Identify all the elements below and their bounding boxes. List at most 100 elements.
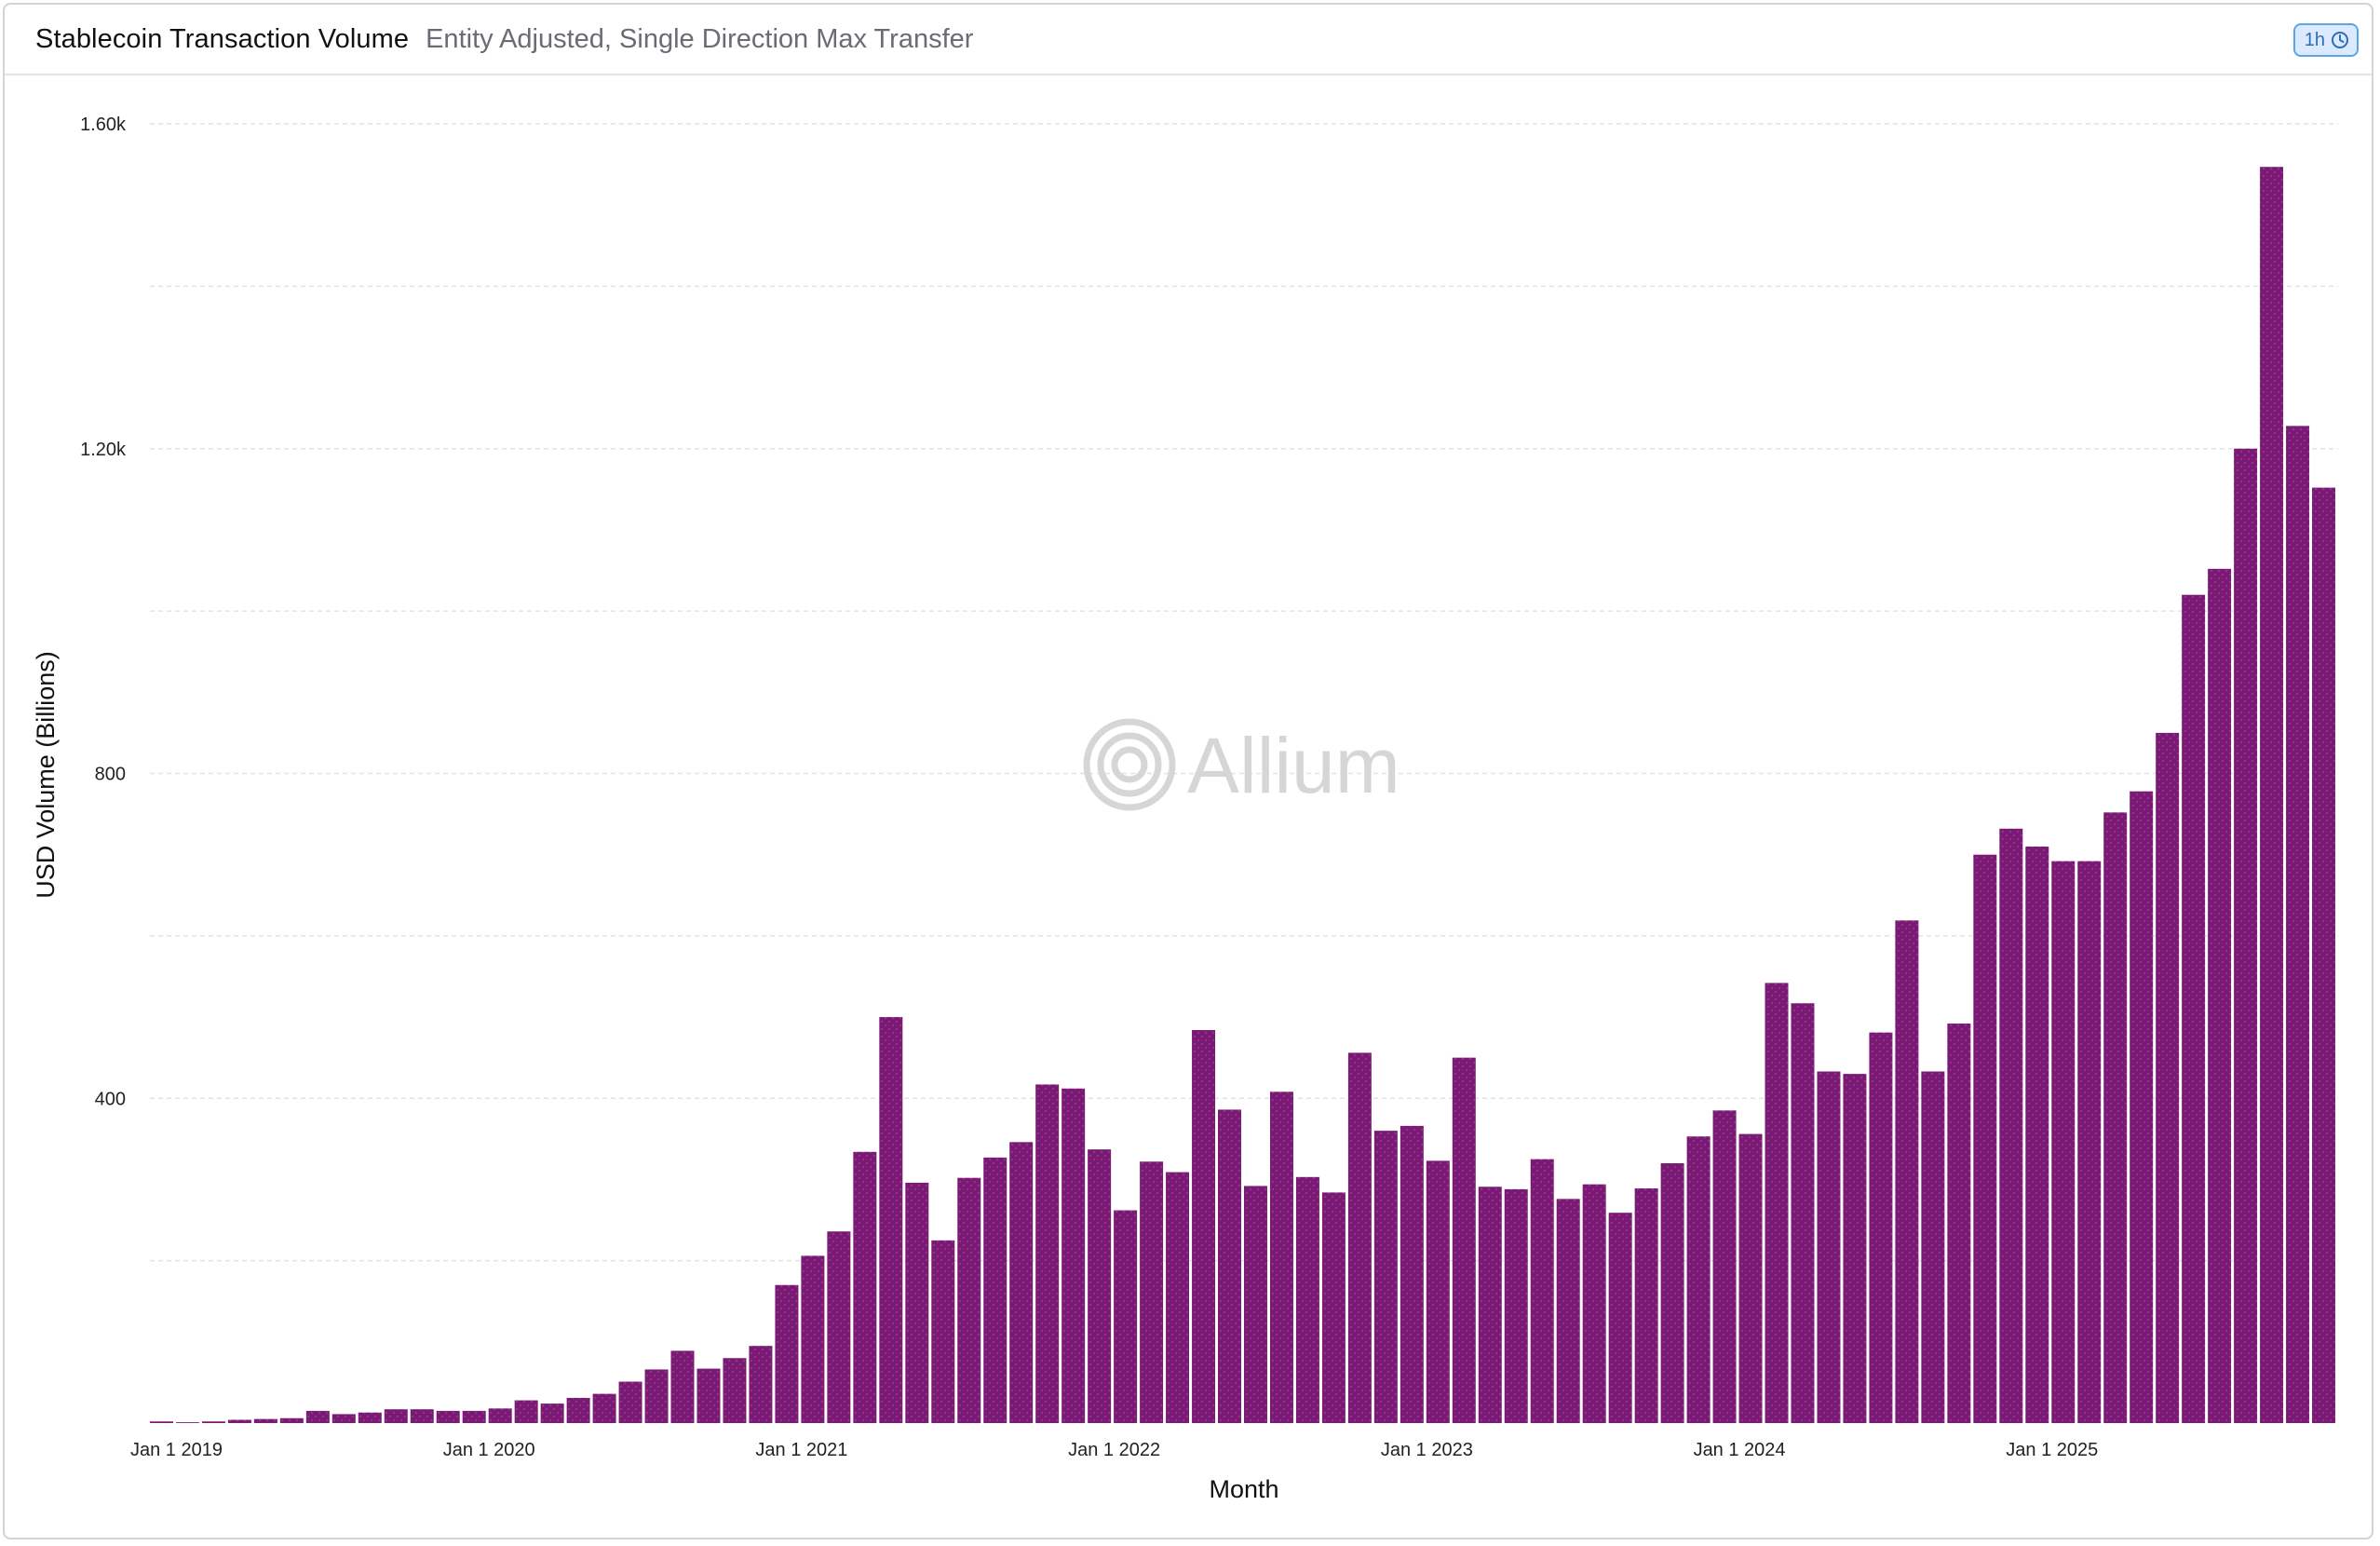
bar-2025-10[interactable] bbox=[2260, 167, 2284, 1424]
bar-2019-01[interactable] bbox=[150, 1421, 173, 1423]
bar-2021-04[interactable] bbox=[853, 1151, 877, 1423]
bar-2021-05[interactable] bbox=[879, 1017, 903, 1423]
bar-2020-06[interactable] bbox=[592, 1393, 616, 1423]
bar-2022-08[interactable] bbox=[1269, 1092, 1293, 1423]
bar-2025-05[interactable] bbox=[2130, 791, 2154, 1423]
bar-2024-11[interactable] bbox=[1973, 854, 1997, 1423]
gridlines bbox=[150, 123, 2338, 1262]
bar-2019-02[interactable] bbox=[175, 1422, 199, 1423]
bar-2025-03[interactable] bbox=[2077, 861, 2102, 1423]
bar-2019-08[interactable] bbox=[331, 1414, 356, 1423]
bar-2022-02[interactable] bbox=[1114, 1210, 1138, 1423]
bar-2020-03[interactable] bbox=[514, 1400, 538, 1423]
bar-2021-12[interactable] bbox=[1062, 1088, 1086, 1423]
bar-2019-12[interactable] bbox=[436, 1410, 460, 1423]
bar-2024-05[interactable] bbox=[1817, 1071, 1841, 1423]
bar-2024-04[interactable] bbox=[1791, 1003, 1815, 1423]
bar-2022-04[interactable] bbox=[1166, 1172, 1190, 1423]
bar-2024-06[interactable] bbox=[1843, 1074, 1867, 1423]
x-tick-label: Jan 1 2024 bbox=[1694, 1440, 1786, 1460]
bar-2022-12[interactable] bbox=[1373, 1131, 1398, 1424]
bar-2021-01[interactable] bbox=[775, 1284, 799, 1423]
card-header: Stablecoin Transaction Volume Entity Adj… bbox=[5, 5, 2372, 75]
bar-2020-09[interactable] bbox=[670, 1350, 695, 1423]
bar-2023-05[interactable] bbox=[1504, 1188, 1528, 1423]
bar-2023-11[interactable] bbox=[1660, 1163, 1684, 1423]
bar-2021-02[interactable] bbox=[801, 1255, 825, 1423]
bar-2024-12[interactable] bbox=[1999, 828, 2023, 1423]
clock-icon bbox=[2331, 31, 2349, 49]
bar-2020-12[interactable] bbox=[749, 1346, 773, 1423]
bar-2021-08[interactable] bbox=[957, 1177, 981, 1423]
bar-2023-07[interactable] bbox=[1556, 1199, 1580, 1423]
bar-2022-05[interactable] bbox=[1192, 1030, 1216, 1423]
bar-2023-04[interactable] bbox=[1478, 1187, 1502, 1423]
bar-2022-07[interactable] bbox=[1244, 1186, 1267, 1423]
bar-2024-01[interactable] bbox=[1712, 1110, 1737, 1423]
bar-2025-06[interactable] bbox=[2156, 732, 2180, 1423]
bar-2022-06[interactable] bbox=[1218, 1109, 1241, 1423]
bar-2022-11[interactable] bbox=[1347, 1052, 1372, 1423]
x-tick-label: Jan 1 2022 bbox=[1068, 1440, 1160, 1460]
bar-2023-12[interactable] bbox=[1686, 1136, 1711, 1423]
bar-2019-04[interactable] bbox=[227, 1419, 251, 1423]
bar-2024-08[interactable] bbox=[1895, 920, 1919, 1423]
bar-2024-10[interactable] bbox=[1947, 1024, 1971, 1423]
bar-2024-03[interactable] bbox=[1765, 983, 1789, 1423]
bar-2025-11[interactable] bbox=[2286, 426, 2310, 1424]
bar-2022-03[interactable] bbox=[1140, 1161, 1164, 1423]
bar-2025-07[interactable] bbox=[2182, 594, 2206, 1423]
x-axis-ticks: Jan 1 2019 Jan 1 2020 Jan 1 2021 Jan 1 2022… bbox=[130, 1440, 2098, 1460]
bar-2019-07[interactable] bbox=[305, 1410, 330, 1423]
bar-2023-03[interactable] bbox=[1452, 1057, 1476, 1423]
y-tick-label: 1.60k bbox=[80, 115, 127, 135]
bar-2021-07[interactable] bbox=[931, 1240, 955, 1423]
bar-2020-01[interactable] bbox=[462, 1410, 486, 1423]
bar-2020-05[interactable] bbox=[566, 1397, 590, 1423]
bar-2021-11[interactable] bbox=[1035, 1084, 1060, 1423]
bar-2019-03[interactable] bbox=[201, 1421, 225, 1423]
bar-2021-09[interactable] bbox=[983, 1157, 1007, 1423]
bar-2023-06[interactable] bbox=[1530, 1159, 1554, 1423]
bar-2021-06[interactable] bbox=[905, 1182, 929, 1423]
chart-subtitle: Entity Adjusted, Single Direction Max Tr… bbox=[426, 23, 974, 54]
bar-2025-09[interactable] bbox=[2234, 448, 2258, 1423]
bar-2025-04[interactable] bbox=[2103, 812, 2128, 1423]
bar-2020-11[interactable] bbox=[723, 1358, 747, 1423]
x-axis-title: Month bbox=[1209, 1475, 1278, 1503]
watermark: Allium bbox=[1083, 718, 1400, 811]
bar-2025-02[interactable] bbox=[2051, 861, 2076, 1423]
bar-2023-10[interactable] bbox=[1634, 1188, 1658, 1423]
bar-2024-09[interactable] bbox=[1921, 1071, 1945, 1423]
bars bbox=[150, 167, 2335, 1424]
bar-2019-06[interactable] bbox=[279, 1417, 304, 1423]
bar-2020-04[interactable] bbox=[540, 1404, 564, 1423]
refresh-interval-button[interactable]: 1h bbox=[2292, 23, 2359, 57]
bar-2019-11[interactable] bbox=[410, 1409, 434, 1423]
bar-2020-07[interactable] bbox=[618, 1381, 642, 1423]
bar-2020-08[interactable] bbox=[644, 1369, 669, 1423]
bar-2023-09[interactable] bbox=[1608, 1213, 1632, 1423]
bar-2019-05[interactable] bbox=[253, 1418, 277, 1423]
bar-2019-09[interactable] bbox=[358, 1412, 382, 1423]
bar-2020-02[interactable] bbox=[488, 1408, 512, 1423]
allium-logo-icon bbox=[1083, 718, 1176, 811]
bar-2025-12[interactable] bbox=[2312, 487, 2335, 1423]
bar-2025-01[interactable] bbox=[2025, 846, 2049, 1423]
bar-2024-07[interactable] bbox=[1869, 1032, 1893, 1423]
bar-2020-10[interactable] bbox=[696, 1368, 721, 1423]
bar-2025-08[interactable] bbox=[2208, 568, 2232, 1423]
chart-title: Stablecoin Transaction Volume bbox=[35, 23, 410, 54]
bar-2021-10[interactable] bbox=[1009, 1142, 1034, 1423]
bar-2021-03[interactable] bbox=[827, 1231, 851, 1423]
bar-2022-10[interactable] bbox=[1321, 1192, 1346, 1423]
bar-2023-08[interactable] bbox=[1582, 1184, 1606, 1423]
bar-2023-02[interactable] bbox=[1426, 1160, 1450, 1423]
bar-2019-10[interactable] bbox=[384, 1409, 408, 1423]
bar-2022-01[interactable] bbox=[1088, 1149, 1112, 1423]
chart-card: Stablecoin Transaction Volume Entity Adj… bbox=[3, 3, 2373, 1539]
bar-2023-01[interactable] bbox=[1400, 1125, 1424, 1423]
bar-2022-09[interactable] bbox=[1295, 1176, 1319, 1423]
bar-2024-02[interactable] bbox=[1738, 1133, 1763, 1423]
